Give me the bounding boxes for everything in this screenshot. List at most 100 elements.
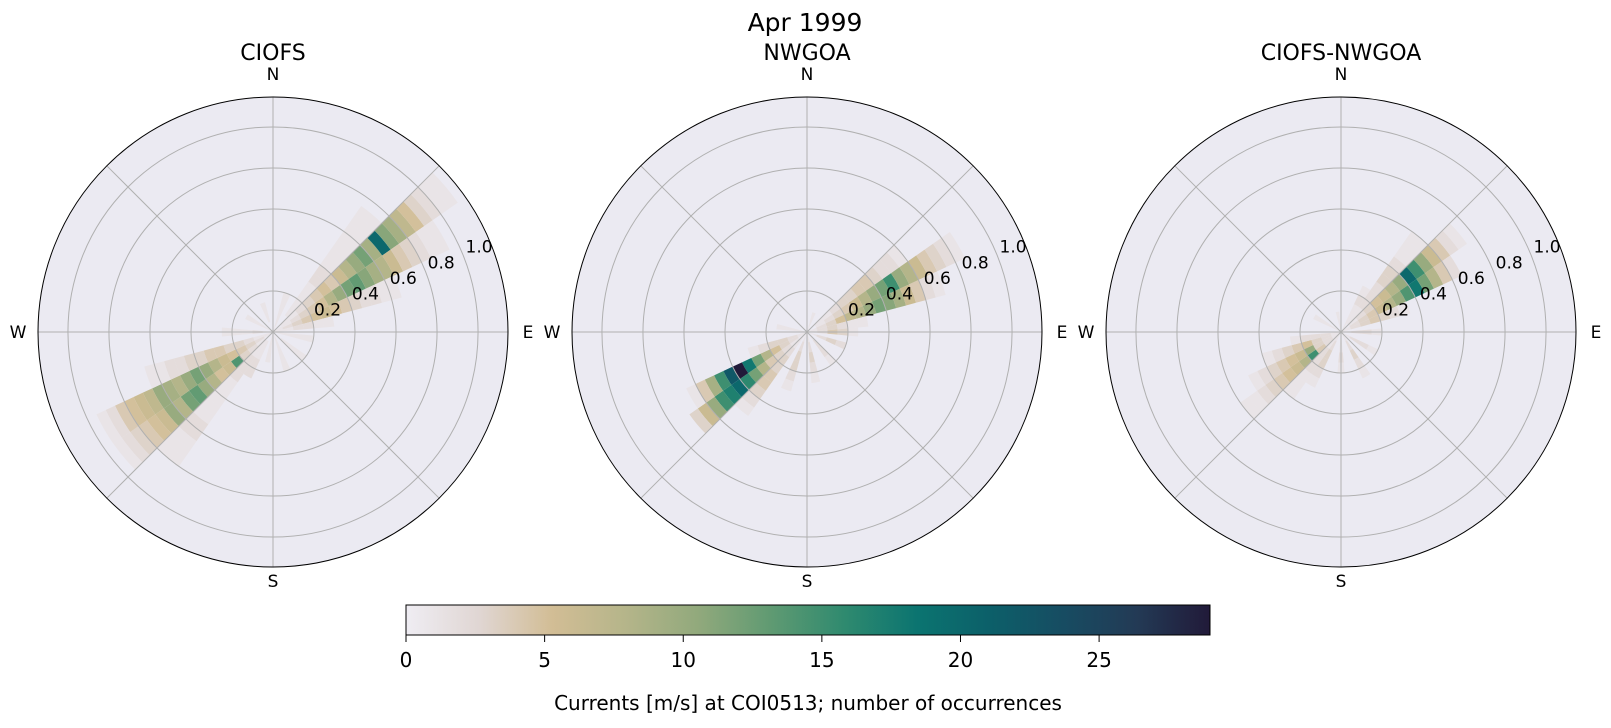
- histogram-bin: [180, 370, 198, 391]
- histogram-bin: [292, 324, 304, 331]
- histogram-bin: [1341, 322, 1347, 332]
- histogram-bin: [1353, 294, 1365, 307]
- angular-gridline: [640, 165, 808, 333]
- histogram-bin: [243, 365, 256, 379]
- histogram-bin: [815, 320, 826, 328]
- histogram-bin: [1289, 335, 1302, 346]
- histogram-bin: [309, 288, 324, 303]
- histogram-bin: [1370, 295, 1383, 309]
- histogram-bin: [846, 318, 859, 329]
- histogram-bin: [1366, 308, 1379, 320]
- histogram-bin: [760, 349, 774, 362]
- colorbar-tick-label: 10: [671, 648, 696, 672]
- histogram-bin: [296, 290, 310, 303]
- histogram-bin: [706, 396, 728, 420]
- histogram-bin: [836, 321, 848, 330]
- histogram-bin: [247, 343, 259, 354]
- histogram-bin: [1301, 339, 1314, 350]
- radial-tick-label: 0.2: [1382, 300, 1409, 320]
- histogram-bin: [254, 336, 265, 344]
- histogram-bin: [258, 339, 268, 349]
- histogram-bin: [757, 342, 770, 354]
- histogram-bin: [731, 379, 749, 398]
- histogram-bin: [907, 255, 928, 281]
- histogram-bin: [714, 390, 735, 412]
- histogram-bin: [1335, 311, 1341, 323]
- radial-tick-label: 0.8: [1496, 253, 1523, 273]
- histogram-bin: [697, 402, 720, 427]
- histogram-bin: [1391, 290, 1407, 307]
- histogram-bin: [365, 284, 382, 306]
- histogram-bin: [189, 366, 206, 385]
- panel-title: NWGOA: [763, 41, 850, 66]
- histogram-bin: [265, 351, 272, 363]
- radial-tick-label: 1.0: [466, 238, 493, 258]
- histogram-bin: [375, 280, 392, 303]
- histogram-bin: [229, 368, 244, 383]
- polar-axes-frame: [37, 96, 509, 568]
- histogram-bin: [1291, 342, 1304, 354]
- histogram-bin: [1311, 337, 1323, 345]
- histogram-bin: [751, 353, 766, 368]
- histogram-bin: [770, 361, 784, 374]
- histogram-bin: [1358, 365, 1371, 379]
- histogram-bin: [826, 324, 838, 331]
- histogram-bin: [857, 273, 875, 291]
- histogram-bin: [1362, 302, 1375, 315]
- angular-gridline: [640, 331, 808, 499]
- histogram-bin: [899, 261, 919, 285]
- histogram-bin: [291, 319, 303, 327]
- histogram-bin: [124, 396, 148, 427]
- histogram-bin: [185, 411, 209, 433]
- histogram-bin: [1388, 256, 1407, 274]
- radial-tick-label: 1.0: [1000, 238, 1027, 258]
- histogram-bin: [407, 232, 431, 263]
- histogram-bin: [1399, 266, 1417, 285]
- histogram-bin: [161, 379, 181, 403]
- histogram-bin: [300, 314, 313, 325]
- histogram-bin: [235, 344, 248, 356]
- colorbar-label: Currents [m/s] at COI0513; number of occ…: [554, 691, 1062, 715]
- histogram-bin: [1349, 348, 1359, 360]
- histogram-bin: [1366, 344, 1379, 356]
- histogram-bin: [874, 279, 891, 298]
- histogram-bin: [253, 334, 264, 341]
- histogram-bin: [1294, 349, 1308, 362]
- histogram-bin: [821, 310, 833, 321]
- histogram-bin: [214, 382, 232, 400]
- histogram-bin: [207, 357, 223, 374]
- histogram-bin: [809, 312, 816, 323]
- histogram-bin: [294, 349, 307, 362]
- histogram-bin: [1374, 302, 1388, 315]
- histogram-bin: [1273, 373, 1291, 391]
- histogram-bin: [1319, 346, 1330, 358]
- histogram-bin: [1307, 349, 1320, 362]
- histogram-bin: [802, 332, 807, 342]
- histogram-bin: [1248, 370, 1266, 391]
- histogram-bin: [155, 408, 179, 434]
- histogram-bin: [769, 344, 782, 356]
- histogram-bin: [1315, 343, 1327, 354]
- histogram-bin: [189, 384, 208, 405]
- histogram-bin: [909, 280, 926, 303]
- histogram-bin: [1396, 301, 1411, 317]
- histogram-bin: [280, 359, 291, 372]
- histogram-bin: [776, 324, 788, 331]
- compass-label-s: S: [1336, 572, 1347, 592]
- histogram-bin: [263, 332, 273, 337]
- angular-gridline: [106, 331, 274, 499]
- histogram-bin: [807, 322, 812, 332]
- histogram-bin: [723, 366, 740, 385]
- angular-gridline: [806, 331, 974, 499]
- compass-label-w: W: [10, 323, 27, 343]
- histogram-bin: [1338, 321, 1341, 332]
- histogram-bin: [781, 343, 793, 354]
- compass-label-e: E: [523, 323, 534, 343]
- histogram-bin: [890, 267, 910, 289]
- histogram-bin: [381, 215, 408, 244]
- histogram-bin: [747, 345, 761, 358]
- histogram-bin: [695, 379, 715, 403]
- histogram-bin: [398, 237, 422, 268]
- angular-gridline: [1340, 331, 1508, 499]
- histogram-bin: [812, 339, 822, 349]
